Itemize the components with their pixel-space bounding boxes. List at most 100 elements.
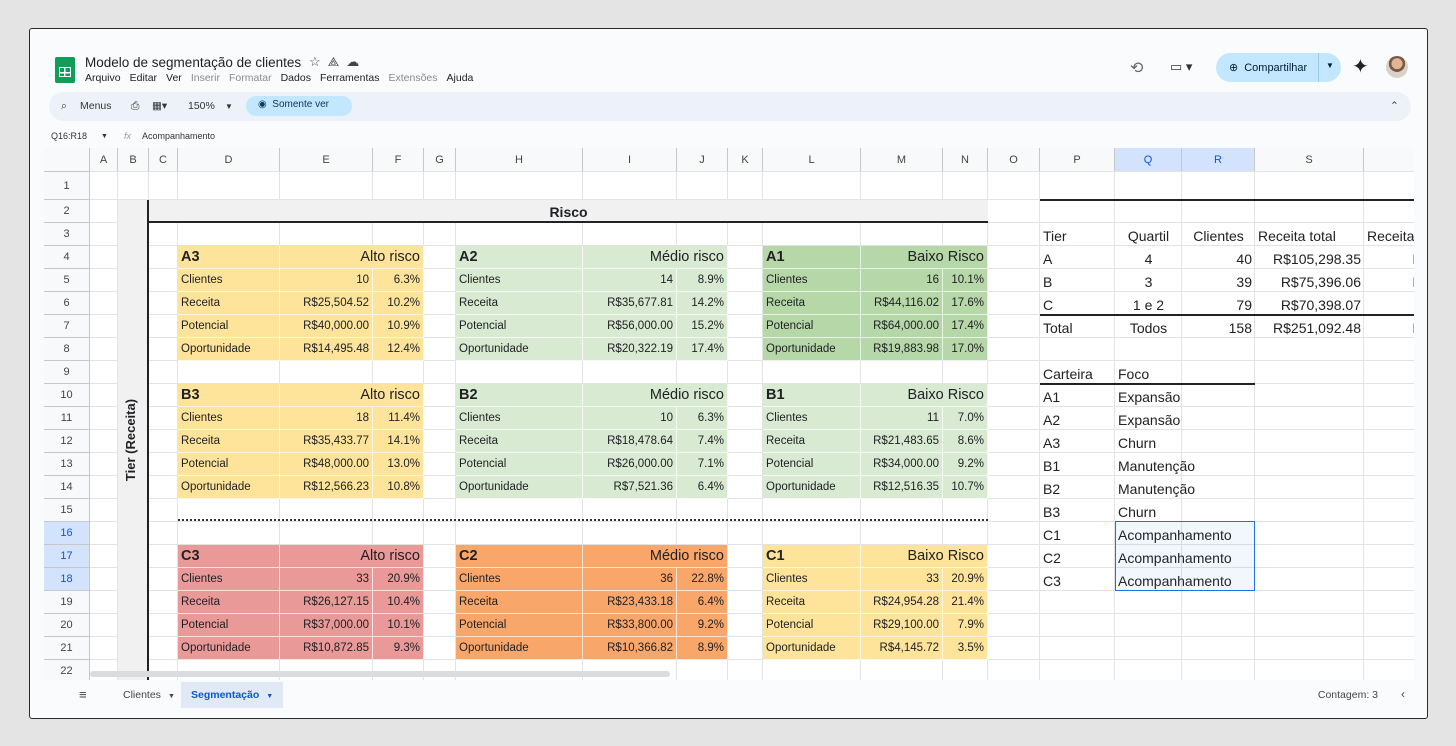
column-header-b[interactable]: B	[118, 148, 149, 172]
history-icon[interactable]: ⟲	[1130, 60, 1144, 77]
tab-segmentação[interactable]: Segmentação ▼	[181, 682, 284, 708]
selection-range[interactable]	[1115, 521, 1255, 591]
menu-ajuda[interactable]: Ajuda	[446, 72, 474, 84]
focus-foco[interactable]: Acompanhamento	[1118, 573, 1232, 589]
row-header-22[interactable]: 22	[44, 660, 90, 680]
tab-chevron-down-icon[interactable]: ▼	[167, 693, 175, 700]
title-icons: ☆⟁☁	[309, 54, 366, 70]
column-header-l[interactable]: L	[763, 148, 861, 172]
menus-search[interactable]: Menus	[80, 100, 112, 112]
menu-extensões[interactable]: Extensões	[388, 72, 438, 84]
row-header-17[interactable]: 17	[44, 545, 90, 568]
select-all-corner[interactable]	[44, 148, 90, 172]
menu-formatar[interactable]: Formatar	[229, 72, 272, 84]
row-header-18[interactable]: 18	[44, 568, 90, 591]
toolbar: ⌕ Menus ⎙ ▦▾ 150% ▼ ◉ Somente ver ⌃	[49, 92, 1411, 121]
column-header-i[interactable]: I	[583, 148, 677, 172]
formula-content[interactable]: Acompanhamento	[142, 131, 216, 141]
focus-foco[interactable]: Churn	[1118, 504, 1157, 520]
stat-percent: 12.4%	[373, 338, 424, 361]
tab-chevron-down-icon[interactable]: ▼	[266, 693, 274, 700]
row-header-15[interactable]: 15	[44, 499, 90, 522]
column-header-r[interactable]: R	[1182, 148, 1255, 172]
focus-foco[interactable]: Expansão	[1118, 389, 1181, 405]
row-header-5[interactable]: 5	[44, 269, 90, 292]
sidebar-toggle-chevron-left-icon[interactable]: ‹	[1401, 687, 1405, 701]
meet-icon[interactable]: ▭ ▾	[1170, 59, 1193, 74]
horizontal-scrollbar[interactable]	[90, 671, 670, 677]
row-header-6[interactable]: 6	[44, 292, 90, 315]
stat-percent: 10.4%	[373, 591, 424, 614]
row-header-8[interactable]: 8	[44, 338, 90, 361]
column-header-j[interactable]: J	[677, 148, 728, 172]
all-sheets-icon[interactable]: ≡	[79, 687, 87, 702]
column-header-c[interactable]: C	[149, 148, 178, 172]
row-header-20[interactable]: 20	[44, 614, 90, 637]
tier-cell: R$367,900	[1364, 315, 1414, 338]
column-header-f[interactable]: F	[373, 148, 424, 172]
gemini-spark-icon[interactable]: ✦	[1352, 56, 1369, 78]
menu-ferramentas[interactable]: Ferramentas	[319, 72, 380, 84]
focus-foco[interactable]: Acompanhamento	[1118, 527, 1232, 543]
row-header-21[interactable]: 21	[44, 637, 90, 660]
cloud-icon[interactable]: ☁	[346, 54, 367, 69]
column-header-n[interactable]: N	[943, 148, 988, 172]
row-header-13[interactable]: 13	[44, 453, 90, 476]
column-header-p[interactable]: P	[1040, 148, 1115, 172]
menu-arquivo[interactable]: Arquivo	[85, 72, 121, 84]
stat-label: Clientes	[763, 407, 861, 430]
focus-foco[interactable]: Manutenção	[1118, 458, 1196, 474]
row-header-19[interactable]: 19	[44, 591, 90, 614]
zoom-chevron-down-icon[interactable]: ▼	[225, 102, 233, 111]
row-header-10[interactable]: 10	[44, 384, 90, 407]
focus-foco[interactable]: Acompanhamento	[1118, 550, 1232, 566]
row-header-11[interactable]: 11	[44, 407, 90, 430]
format-icon[interactable]: ▦▾	[152, 100, 168, 112]
share-button[interactable]: ⊕ Compartilhar ▼	[1216, 53, 1341, 82]
move-icon[interactable]: ⟁	[327, 54, 347, 69]
row-header-2[interactable]: 2	[44, 200, 90, 223]
focus-foco[interactable]: Churn	[1118, 435, 1157, 451]
column-header-s[interactable]: S	[1255, 148, 1364, 172]
document-title[interactable]: Modelo de segmentação de clientes	[85, 55, 302, 70]
column-header-g[interactable]: G	[424, 148, 456, 172]
stat-label: Receita	[178, 430, 280, 453]
row-header-4[interactable]: 4	[44, 246, 90, 269]
menu-ver[interactable]: Ver	[166, 72, 182, 84]
column-header-m[interactable]: M	[861, 148, 943, 172]
zoom-select[interactable]: 150%	[188, 100, 215, 112]
segment-code-b3: B3	[178, 384, 280, 407]
column-header-e[interactable]: E	[280, 148, 373, 172]
column-header-q[interactable]: Q	[1115, 148, 1182, 172]
star-icon[interactable]: ☆	[309, 54, 328, 69]
column-header-o[interactable]: O	[988, 148, 1040, 172]
name-box-chevron-down-icon[interactable]: ▼	[101, 133, 108, 140]
menu-inserir[interactable]: Inserir	[190, 72, 220, 84]
row-header-7[interactable]: 7	[44, 315, 90, 338]
column-header-t[interactable]: T	[1364, 148, 1414, 172]
row-header-12[interactable]: 12	[44, 430, 90, 453]
view-only-button[interactable]: ◉ Somente ver	[246, 96, 352, 116]
menu-dados[interactable]: Dados	[280, 72, 311, 84]
row-header-14[interactable]: 14	[44, 476, 90, 499]
sheets-logo-icon[interactable]	[55, 57, 75, 83]
name-box[interactable]: Q16:R18	[51, 131, 88, 141]
avatar[interactable]	[1386, 56, 1408, 78]
row-header-9[interactable]: 9	[44, 361, 90, 384]
search-icon[interactable]: ⌕	[61, 100, 67, 112]
row-header-16[interactable]: 16	[44, 522, 90, 545]
menu-editar[interactable]: Editar	[129, 72, 158, 84]
column-header-d[interactable]: D	[178, 148, 280, 172]
collapse-chevron-up-icon[interactable]: ⌃	[1390, 100, 1399, 112]
column-header-h[interactable]: H	[456, 148, 583, 172]
share-dropdown-icon[interactable]: ▼	[1326, 61, 1334, 70]
focus-foco[interactable]: Manutenção	[1118, 481, 1196, 497]
print-icon[interactable]: ⎙	[131, 100, 140, 112]
spreadsheet-grid[interactable]: ABCDEFGHIJKLMNOPQRST12345678910111213141…	[44, 148, 1414, 680]
column-header-k[interactable]: K	[728, 148, 763, 172]
row-header-3[interactable]: 3	[44, 223, 90, 246]
focus-foco[interactable]: Expansão	[1118, 412, 1181, 428]
row-header-1[interactable]: 1	[44, 172, 90, 200]
tab-clientes[interactable]: Clientes ▼	[113, 682, 185, 708]
column-header-a[interactable]: A	[90, 148, 118, 172]
